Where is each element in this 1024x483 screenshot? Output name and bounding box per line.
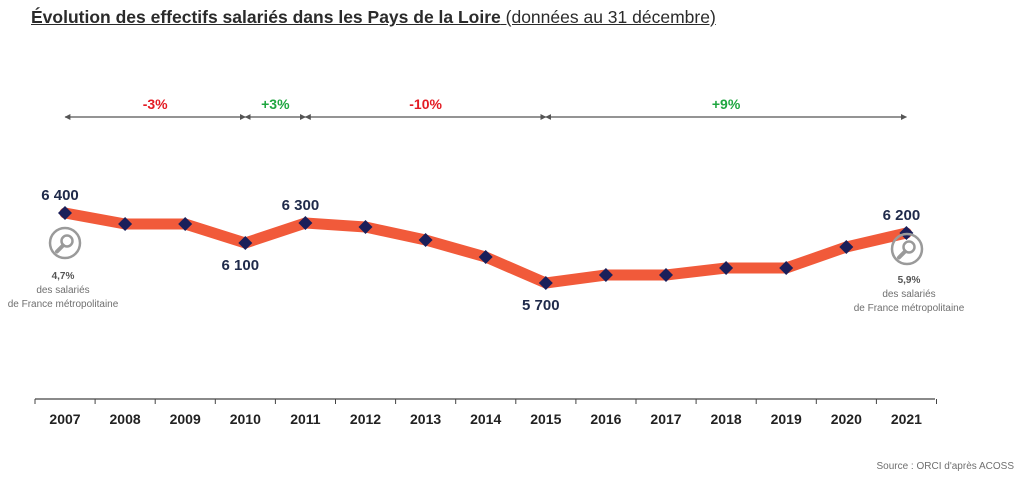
x-tick-label: 2007	[49, 411, 80, 427]
share-note-line2: de France métropolitaine	[853, 303, 965, 314]
series-line	[58, 206, 914, 290]
data-label: 5 700	[522, 297, 560, 314]
x-tick-label: 2010	[230, 411, 261, 427]
share-note-line2: de France métropolitaine	[7, 299, 119, 310]
source-note: Source : ORCI d'après ACOSS	[876, 461, 1014, 472]
period-change-label: +3%	[261, 96, 290, 112]
x-tick-label: 2018	[711, 411, 742, 427]
magnifier-icon	[48, 226, 82, 265]
x-tick-label: 2008	[110, 411, 141, 427]
x-tick-label: 2009	[170, 411, 201, 427]
magnifier-icon	[890, 232, 924, 271]
share-note-percent: 5,9%	[897, 275, 921, 286]
share-note-line1: des salariés	[36, 285, 90, 296]
data-label: 6 400	[41, 187, 79, 204]
x-tick-label: 2013	[410, 411, 441, 427]
data-label: 6 300	[282, 197, 320, 214]
data-point	[659, 268, 673, 282]
data-point	[298, 216, 313, 230]
chart-title: Évolution des effectifs salariés dans le…	[31, 7, 716, 28]
data-point	[118, 217, 133, 231]
x-tick-label: 2017	[650, 411, 681, 427]
data-point	[478, 250, 493, 264]
data-point	[779, 261, 794, 275]
x-tick-label: 2012	[350, 411, 381, 427]
x-tick-label: 2011	[290, 411, 321, 427]
x-tick-label: 2014	[470, 411, 501, 427]
share-note-line1: des salariés	[882, 289, 936, 300]
period-change-label: -10%	[409, 96, 442, 112]
chart-title-subtitle: (données au 31 décembre)	[500, 7, 716, 27]
x-tick-label: 2016	[590, 411, 621, 427]
data-point	[238, 236, 253, 250]
data-point	[839, 240, 854, 254]
chart-title-main: Évolution des effectifs salariés dans le…	[31, 7, 501, 27]
data-label: 6 100	[222, 257, 260, 274]
period-change-label: +9%	[712, 96, 741, 112]
data-point	[719, 261, 734, 275]
share-note-2021: 5,9% des salariés de France métropolitai…	[848, 274, 970, 316]
data-point	[58, 206, 72, 220]
x-tick-label: 2021	[891, 411, 922, 427]
data-labels: 6 400 6 100 6 300 5 700 6 200	[41, 187, 920, 314]
x-tick-label: 2019	[771, 411, 802, 427]
x-tick-label: 2015	[530, 411, 561, 427]
x-tick-label: 2020	[831, 411, 862, 427]
share-note-2007: 4,7% des salariés de France métropolitai…	[2, 270, 124, 312]
data-label: 6 200	[883, 207, 921, 224]
x-axis: 2007 2008 2009 2010 2011 2012 2013 2014 2015 2016…	[34, 398, 937, 427]
period-change-label: -3%	[143, 96, 168, 112]
data-point	[418, 233, 433, 247]
data-point	[538, 276, 553, 290]
data-point	[178, 217, 193, 231]
period-arrows: -3% +3% -10% +9%	[64, 96, 908, 120]
data-point	[598, 268, 613, 282]
data-point	[358, 220, 373, 234]
share-note-percent: 4,7%	[51, 271, 75, 282]
